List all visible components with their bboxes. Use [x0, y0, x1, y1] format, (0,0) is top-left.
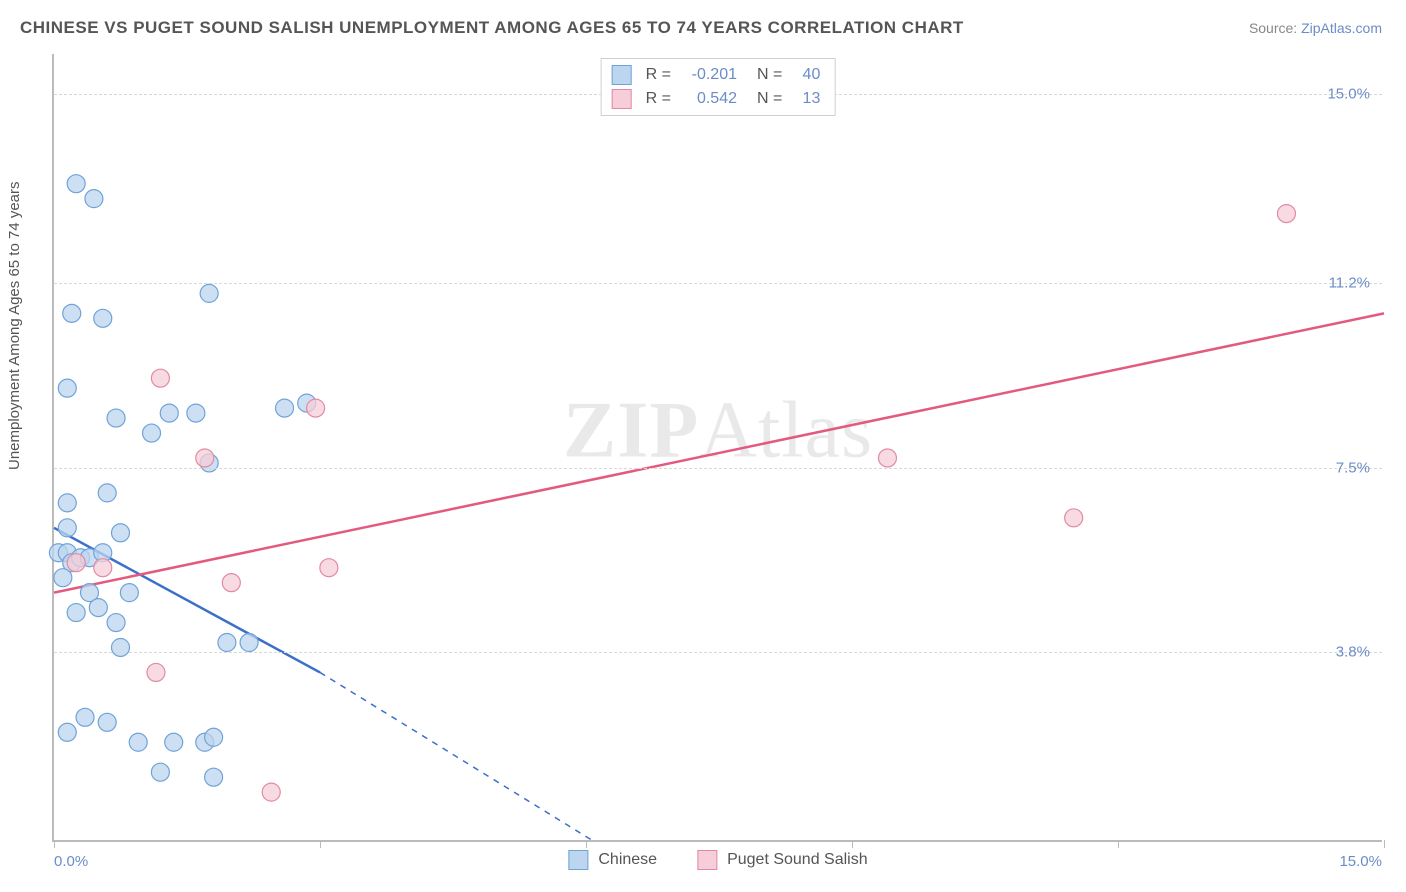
data-point [878, 449, 896, 467]
gridline [54, 468, 1382, 469]
stats-legend-box: R = -0.201 N = 40 R = 0.542 N = 13 [601, 58, 836, 116]
gridline [54, 652, 1382, 653]
stats-row: R = -0.201 N = 40 [612, 63, 821, 87]
swatch-icon [612, 65, 632, 85]
data-point [240, 634, 258, 652]
data-point [120, 584, 138, 602]
r-label: R = [646, 87, 671, 111]
swatch-icon [568, 850, 588, 870]
stats-row: R = 0.542 N = 13 [612, 87, 821, 111]
data-point [147, 663, 165, 681]
x-tick [54, 840, 55, 848]
data-point [58, 379, 76, 397]
data-point [129, 733, 147, 751]
x-tick [320, 840, 321, 848]
data-point [200, 284, 218, 302]
swatch-icon [612, 89, 632, 109]
data-point [89, 599, 107, 617]
scatter-svg [54, 54, 1382, 840]
bottom-legend: Chinese Puget Sound Salish [568, 850, 867, 870]
source-link[interactable]: ZipAtlas.com [1301, 20, 1382, 36]
data-point [165, 733, 183, 751]
source-label: Source: [1249, 20, 1301, 36]
source-attribution: Source: ZipAtlas.com [1249, 20, 1382, 36]
n-value: 13 [792, 87, 820, 111]
gridline [54, 283, 1382, 284]
x-axis-max-label: 15.0% [1339, 853, 1382, 870]
data-point [107, 614, 125, 632]
data-point [276, 399, 294, 417]
data-point [187, 404, 205, 422]
data-point [262, 783, 280, 801]
chart-title: CHINESE VS PUGET SOUND SALISH UNEMPLOYME… [20, 18, 964, 38]
data-point [98, 713, 116, 731]
data-point [98, 484, 116, 502]
data-point [112, 638, 130, 656]
data-point [85, 190, 103, 208]
y-axis-label: Unemployment Among Ages 65 to 74 years [6, 181, 23, 470]
data-point [63, 304, 81, 322]
data-point [320, 559, 338, 577]
n-label: N = [757, 63, 782, 87]
data-point [1065, 509, 1083, 527]
data-point [218, 634, 236, 652]
x-tick [852, 840, 853, 848]
y-tick-label: 7.5% [1336, 459, 1370, 476]
y-tick-label: 15.0% [1327, 85, 1370, 102]
data-point [151, 763, 169, 781]
data-point [160, 404, 178, 422]
data-point [222, 574, 240, 592]
legend-label: Chinese [598, 851, 657, 869]
data-point [67, 554, 85, 572]
data-point [58, 494, 76, 512]
x-tick [1384, 840, 1385, 848]
data-point [143, 424, 161, 442]
r-label: R = [646, 63, 671, 87]
data-point [1277, 205, 1295, 223]
data-point [76, 708, 94, 726]
data-point [112, 524, 130, 542]
swatch-icon [697, 850, 717, 870]
n-value: 40 [792, 63, 820, 87]
data-point [67, 175, 85, 193]
legend-item: Puget Sound Salish [697, 850, 868, 870]
n-label: N = [757, 87, 782, 111]
plot-area: ZIPAtlas R = -0.201 N = 40 R = 0.542 N =… [52, 54, 1382, 842]
data-point [205, 728, 223, 746]
data-point [94, 309, 112, 327]
y-tick-label: 3.8% [1336, 644, 1370, 661]
data-point [307, 399, 325, 417]
legend-label: Puget Sound Salish [727, 851, 868, 869]
x-tick [586, 840, 587, 848]
x-tick [1118, 840, 1119, 848]
data-point [196, 449, 214, 467]
data-point [94, 559, 112, 577]
legend-item: Chinese [568, 850, 657, 870]
data-point [58, 519, 76, 537]
data-point [58, 723, 76, 741]
data-point [54, 569, 72, 587]
y-tick-label: 11.2% [1329, 275, 1370, 292]
data-point [107, 409, 125, 427]
data-point [205, 768, 223, 786]
data-point [151, 369, 169, 387]
r-value: -0.201 [681, 63, 737, 87]
x-axis-min-label: 0.0% [54, 853, 88, 870]
r-value: 0.542 [681, 87, 737, 111]
data-point [67, 604, 85, 622]
